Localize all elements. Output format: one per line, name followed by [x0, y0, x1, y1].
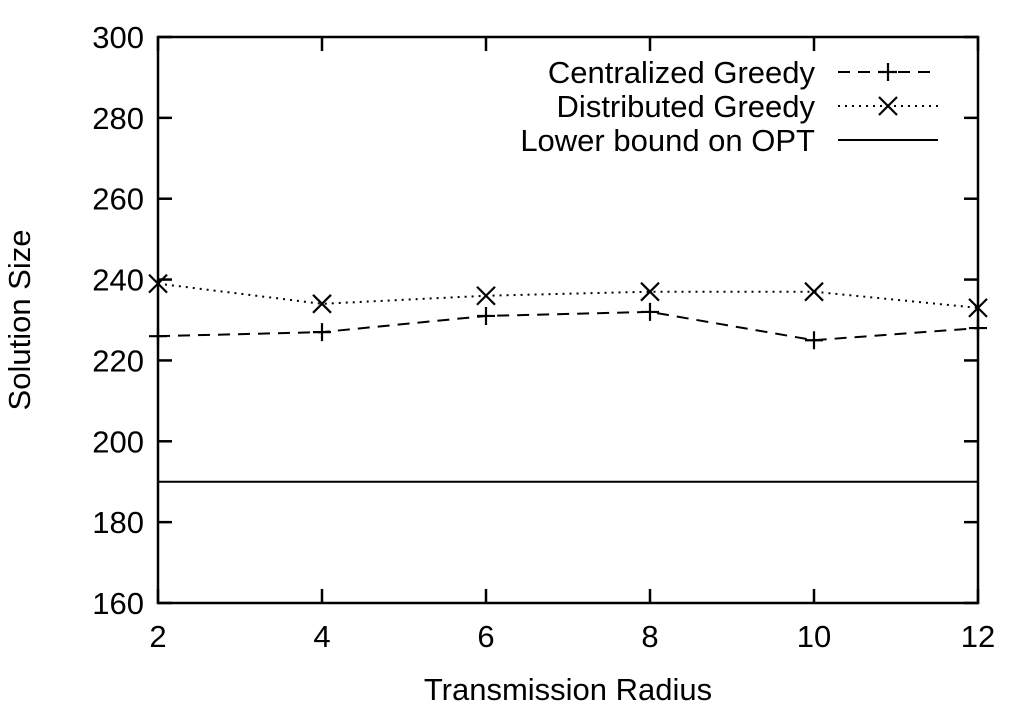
data-point-marker	[312, 294, 332, 314]
plot-frame	[156, 35, 980, 605]
legend-marker	[879, 63, 897, 81]
x-tick-label: 4	[313, 619, 330, 654]
legend-entry: Lower bound on OPT	[520, 123, 938, 158]
series-0	[149, 302, 987, 350]
x-tick-label: 12	[961, 619, 995, 654]
data-point-marker	[641, 302, 659, 321]
x-tick-label: 2	[149, 619, 166, 654]
series-line	[157, 282, 979, 309]
data-point-marker	[476, 285, 496, 306]
x-tick-label: 8	[641, 619, 658, 654]
data-point-marker	[804, 281, 824, 302]
legend-entry: Centralized Greedy	[548, 55, 938, 90]
x-tick-label: 6	[477, 619, 494, 654]
y-tick-label: 300	[92, 20, 144, 55]
y-tick-label: 200	[92, 424, 144, 459]
y-tick-label: 180	[92, 505, 144, 540]
y-axis-ticks: 160 180 200 220 240 260 280 300	[92, 20, 978, 621]
y-tick-label: 280	[92, 101, 144, 136]
data-point-marker	[313, 323, 331, 342]
y-tick-label: 260	[92, 182, 144, 217]
x-axis-label: Transmission Radius	[424, 672, 712, 707]
x-axis-ticks: 2 4 6 8 10 12	[149, 37, 995, 654]
legend-label: Lower bound on OPT	[520, 123, 815, 158]
series-1	[148, 273, 988, 318]
y-tick-label: 240	[92, 263, 144, 298]
data-point-marker	[640, 281, 660, 302]
legend-label: Distributed Greedy	[557, 89, 816, 124]
series-line	[157, 310, 979, 342]
legend-entry: Distributed Greedy	[557, 89, 938, 124]
y-tick-label: 160	[92, 586, 144, 621]
y-axis-label: Solution Size	[2, 230, 37, 411]
data-point-marker	[805, 331, 823, 350]
x-tick-label: 10	[797, 619, 831, 654]
legend-label: Centralized Greedy	[548, 55, 816, 90]
legend-marker	[878, 96, 898, 116]
y-tick-label: 220	[92, 343, 144, 378]
series-layer	[148, 273, 988, 483]
data-point-marker	[477, 306, 495, 325]
